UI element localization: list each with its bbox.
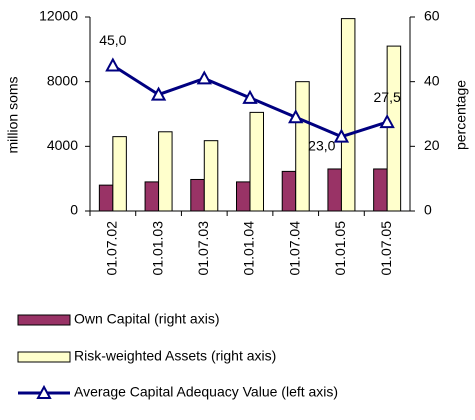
bar (98, 184, 114, 212)
bar (144, 181, 160, 212)
x-tick-label: 01.07.02 (104, 221, 120, 276)
y2-tick-label: 40 (424, 72, 440, 88)
y-tick-label: 12000 (39, 8, 78, 24)
bar (340, 18, 356, 212)
marker (196, 70, 212, 85)
bar (373, 168, 388, 212)
y-tick-label: 0 (70, 202, 78, 218)
bar (281, 170, 297, 212)
bar (295, 81, 310, 212)
data-label: 27,5 (374, 89, 401, 105)
bar (203, 140, 219, 212)
bar (386, 45, 402, 212)
y2-tick-label: 60 (424, 8, 440, 24)
bar (158, 131, 173, 212)
marker (288, 109, 304, 124)
legend-swatch (17, 351, 71, 363)
y-tick-label: 8000 (47, 72, 78, 88)
legend-marker (36, 384, 52, 399)
x-tick-label: 01.07.04 (286, 221, 302, 276)
legend-label: Own Capital (right axis) (74, 311, 220, 327)
y-tick-label: 4000 (47, 137, 78, 153)
bar (249, 111, 264, 212)
marker (333, 128, 350, 143)
bar (236, 181, 251, 212)
marker (242, 89, 258, 104)
legend-label: Risk-weighted Assets (right axis) (74, 348, 276, 364)
y2-tick-label: 0 (424, 202, 432, 218)
x-tick-label: 01.01.03 (149, 221, 165, 276)
x-tick-label: 01.01.04 (241, 221, 257, 276)
data-label: 45,0 (99, 32, 126, 48)
x-tick-label: 01.07.03 (195, 221, 211, 276)
marker (150, 86, 167, 101)
y2-axis-label: percentage (453, 80, 469, 150)
legend-label: Average Capital Adequacy Value (left axi… (74, 384, 338, 400)
y-axis-label: million soms (5, 76, 21, 153)
bar (190, 178, 205, 212)
legend-swatch (17, 314, 71, 326)
data-label: 23,0 (308, 137, 335, 153)
marker (379, 113, 395, 129)
x-tick-label: 01.01.05 (332, 221, 348, 276)
y2-tick-label: 20 (424, 137, 440, 153)
bar (112, 136, 127, 212)
bar (327, 168, 342, 212)
marker (105, 57, 121, 72)
x-tick-label: 01.07.05 (378, 221, 394, 276)
